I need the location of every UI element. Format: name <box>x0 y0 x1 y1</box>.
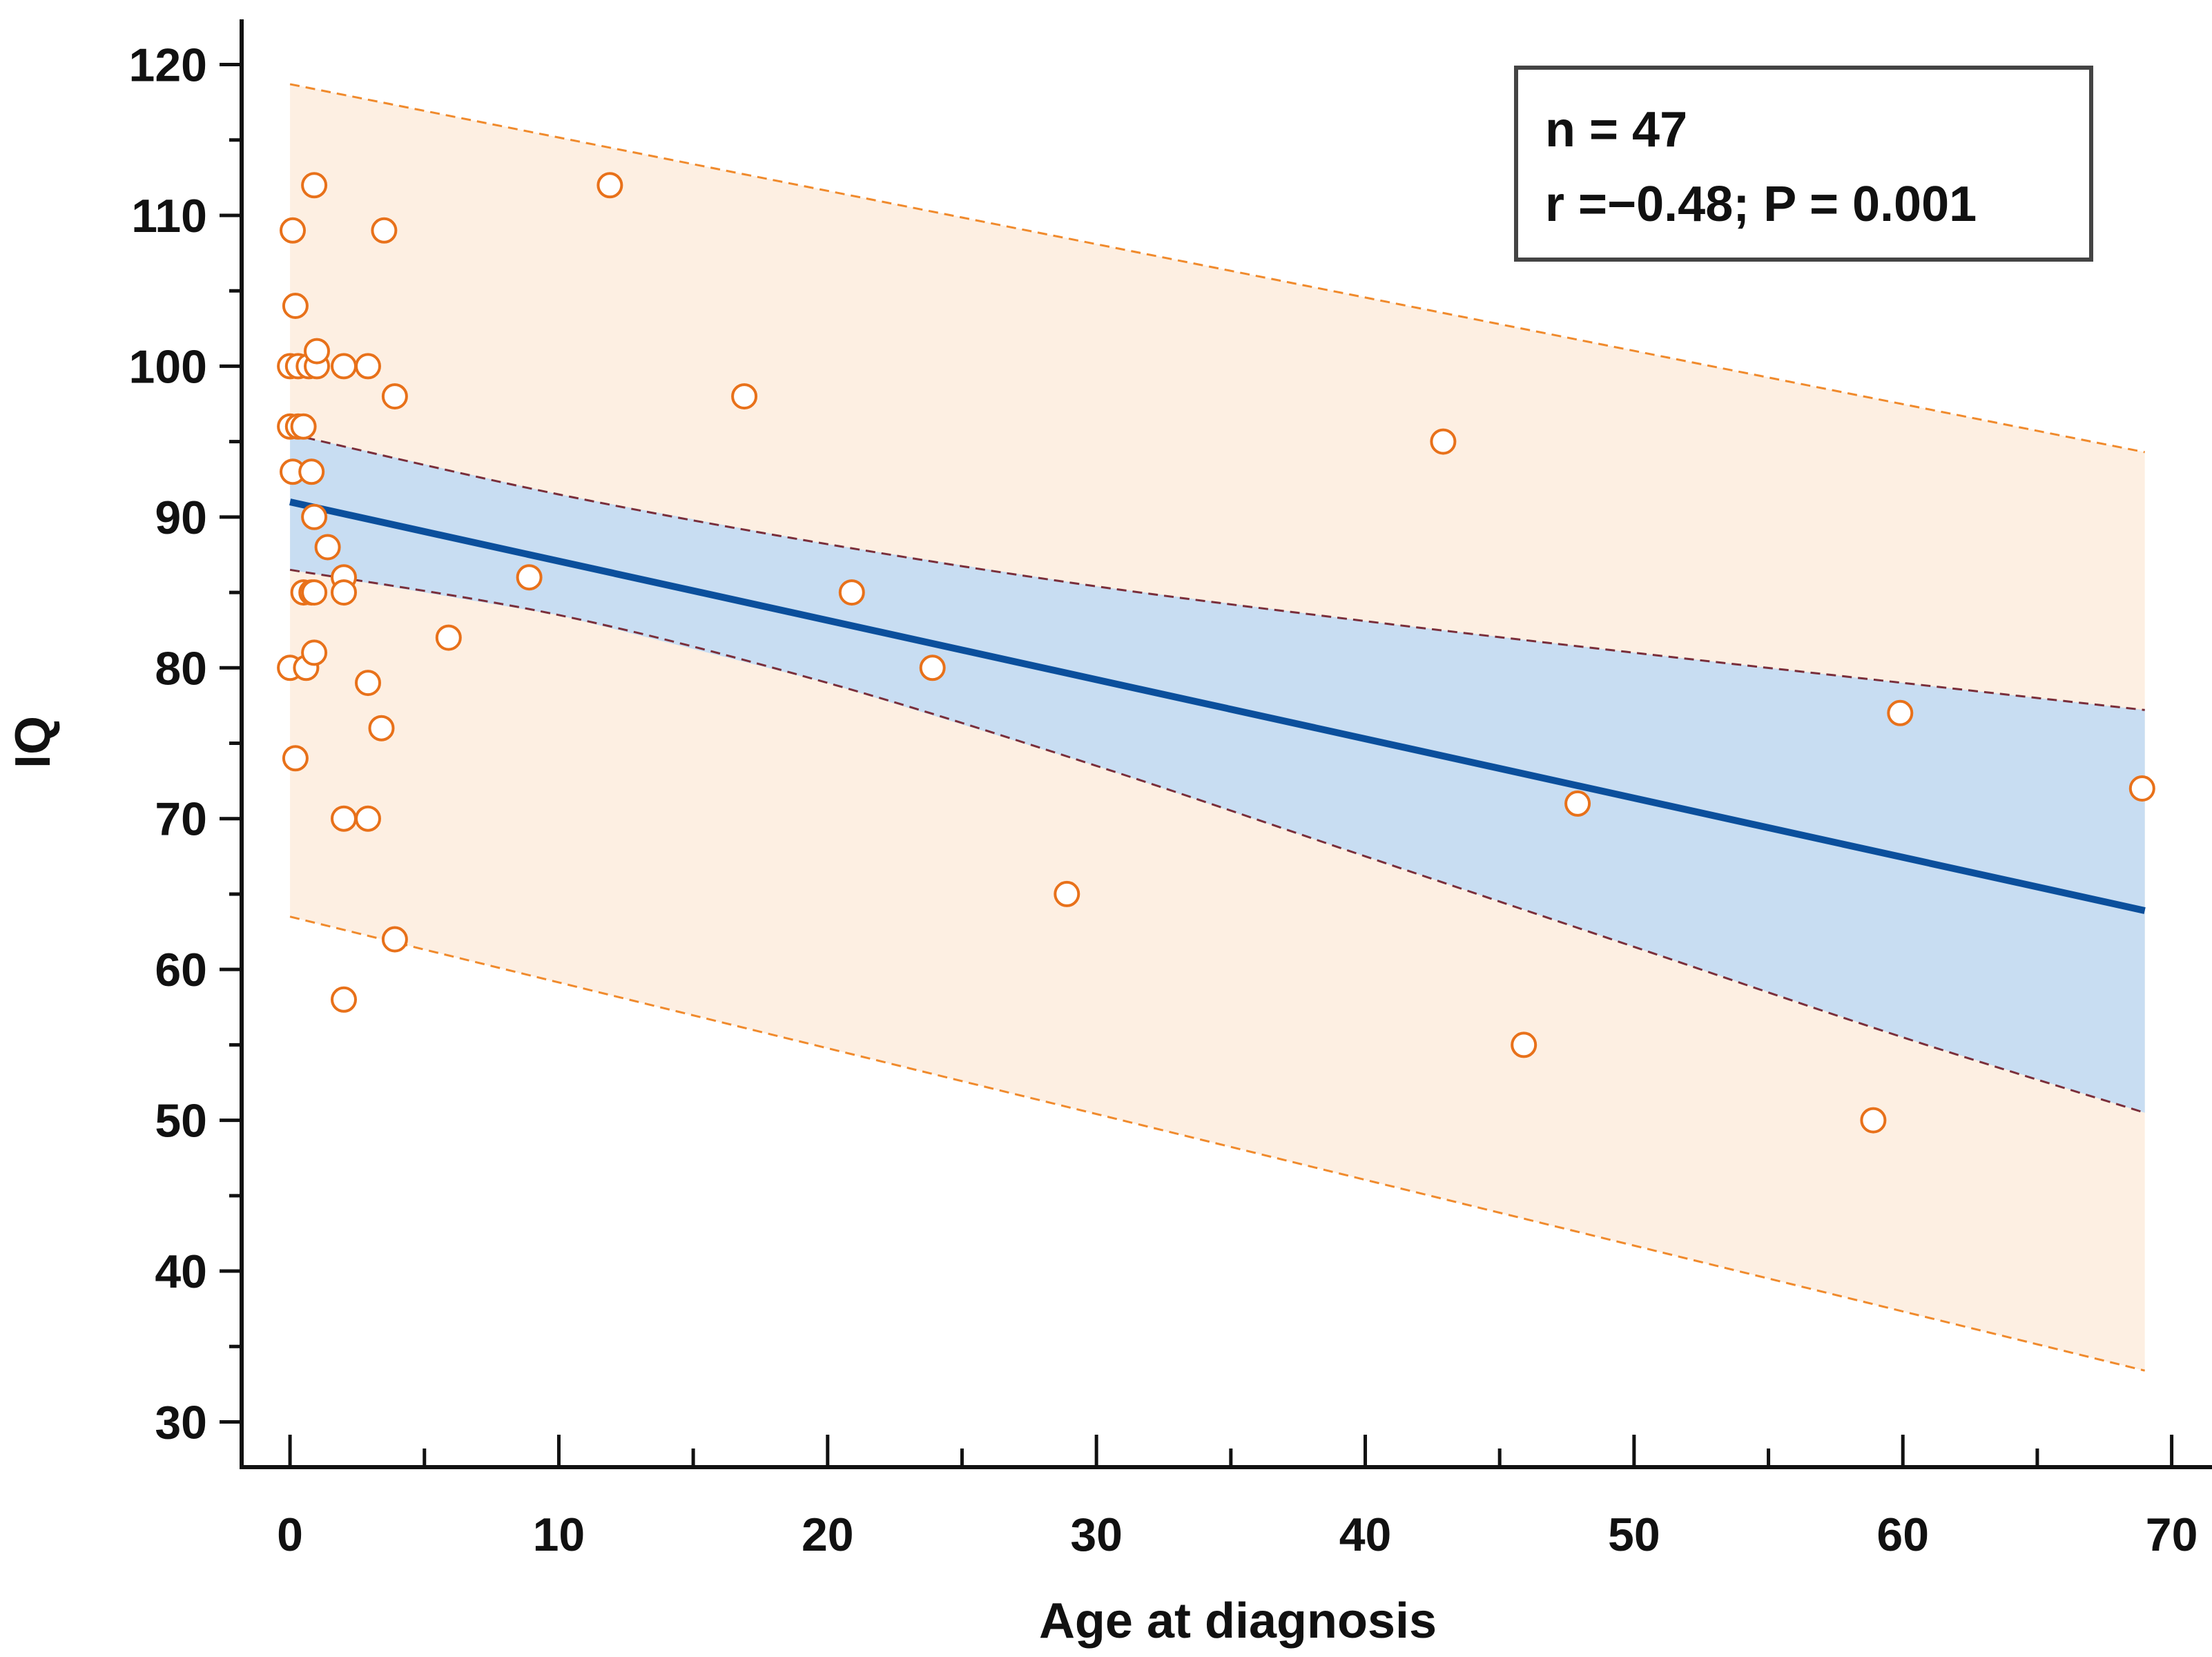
data-point <box>516 564 543 591</box>
x-axis-title: Age at diagnosis <box>1039 1593 1437 1649</box>
y-tick-label: 40 <box>155 1246 207 1298</box>
data-point <box>282 745 309 772</box>
data-point <box>368 715 395 742</box>
x-tick-label: 60 <box>1876 1509 1929 1561</box>
data-point <box>355 670 381 697</box>
data-point <box>596 172 623 199</box>
x-tick-label: 40 <box>1339 1509 1392 1561</box>
data-point <box>301 503 328 530</box>
y-tick-label: 50 <box>155 1095 207 1147</box>
data-point <box>1860 1107 1887 1134</box>
confidence-band-lower-line <box>289 568 2146 1114</box>
x-axis-ticks: 0 10 20 30 40 50 60 70 <box>277 1435 2198 1561</box>
data-point <box>331 986 357 1013</box>
data-point <box>1887 699 1914 726</box>
data-point <box>314 534 341 561</box>
confidence-band-upper-line <box>289 433 2145 711</box>
y-tick-label: 70 <box>155 793 207 846</box>
data-point <box>298 458 325 485</box>
data-point <box>355 353 381 380</box>
data-point <box>1430 428 1457 455</box>
data-point <box>304 338 330 365</box>
data-point <box>301 579 328 606</box>
data-point <box>301 172 328 199</box>
data-point <box>282 293 309 319</box>
data-point <box>381 383 408 410</box>
y-tick-label: 120 <box>129 39 207 92</box>
data-point <box>838 579 865 606</box>
data-point <box>280 217 306 244</box>
data-point <box>435 624 462 651</box>
y-tick-label: 30 <box>155 1396 207 1448</box>
data-point <box>919 655 946 681</box>
stats-box <box>1514 66 2093 262</box>
data-point <box>731 383 758 410</box>
y-axis-title: IQ <box>6 716 61 768</box>
y-tick-label: 80 <box>155 642 207 695</box>
stats-r-label: r =−0.48; P = 0.001 <box>1545 177 1977 232</box>
prediction-band-lower-line <box>289 915 2146 1372</box>
x-tick-label: 30 <box>1070 1509 1123 1561</box>
data-point <box>331 353 357 380</box>
y-tick-label: 110 <box>131 190 207 242</box>
data-point <box>331 805 357 832</box>
data-point <box>1054 880 1080 907</box>
x-tick-label: 70 <box>2146 1509 2198 1561</box>
y-axis-ticks: 30 40 50 60 70 80 90 100 110 120 <box>129 39 242 1448</box>
regression-line <box>289 498 2146 914</box>
y-tick-label: 90 <box>155 492 207 544</box>
data-point <box>2128 775 2155 802</box>
data-point <box>301 639 328 666</box>
data-point <box>290 413 317 440</box>
data-points <box>277 172 2155 1134</box>
y-tick-label: 60 <box>155 944 207 996</box>
x-tick-label: 20 <box>802 1509 854 1561</box>
x-tick-label: 0 <box>277 1509 303 1561</box>
x-tick-label: 50 <box>1608 1509 1660 1561</box>
data-point <box>371 217 398 244</box>
data-point <box>1511 1031 1537 1058</box>
data-point <box>1564 790 1591 817</box>
data-point <box>381 926 408 953</box>
data-point <box>331 579 357 606</box>
prediction-band-upper-line <box>289 83 2145 454</box>
data-point <box>355 805 381 832</box>
stats-n-label: n = 47 <box>1545 102 1687 157</box>
y-tick-label: 100 <box>129 340 207 393</box>
x-tick-label: 10 <box>533 1509 585 1561</box>
